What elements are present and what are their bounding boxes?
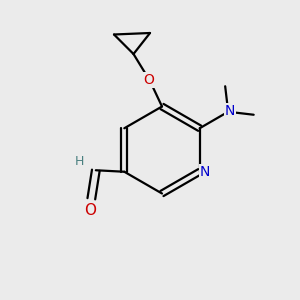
Text: O: O [143,73,154,87]
Text: H: H [75,155,84,168]
Text: N: N [200,165,210,179]
Text: O: O [84,203,96,218]
Text: N: N [224,104,235,118]
